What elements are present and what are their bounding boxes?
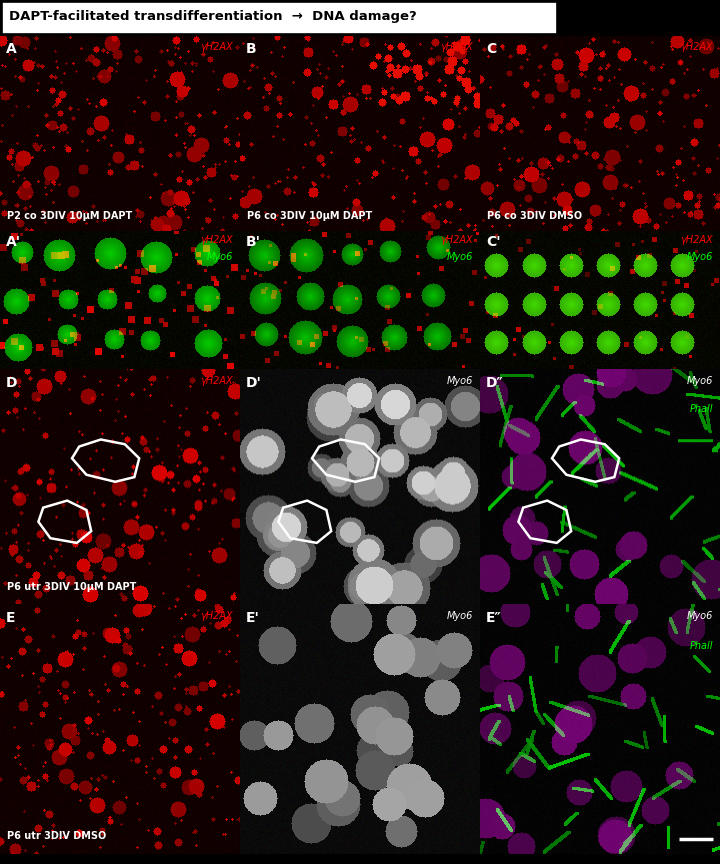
Text: P2 co 3DIV 10μM DAPT: P2 co 3DIV 10μM DAPT xyxy=(7,212,132,221)
Text: D: D xyxy=(6,376,17,390)
Text: Myo6: Myo6 xyxy=(446,251,473,262)
Text: B': B' xyxy=(246,235,261,249)
Text: C: C xyxy=(486,41,496,56)
Text: Myo6: Myo6 xyxy=(686,251,713,262)
Text: γH2AX: γH2AX xyxy=(680,41,713,52)
Text: A: A xyxy=(6,41,17,56)
Text: Myo6: Myo6 xyxy=(446,376,473,386)
Text: D': D' xyxy=(246,376,262,390)
Text: Phall: Phall xyxy=(689,404,713,414)
Text: P6 utr 3DIV DMSO: P6 utr 3DIV DMSO xyxy=(7,831,107,842)
Text: Myo6: Myo6 xyxy=(207,251,233,262)
FancyBboxPatch shape xyxy=(2,2,557,35)
Text: A': A' xyxy=(6,235,21,249)
Text: E: E xyxy=(6,612,16,626)
Text: γH2AX: γH2AX xyxy=(440,41,473,52)
Text: γH2AX: γH2AX xyxy=(680,235,713,245)
Text: Myo6: Myo6 xyxy=(686,612,713,621)
Text: E': E' xyxy=(246,612,260,626)
Text: DAPT-facilitated transdifferentiation  →  DNA damage?: DAPT-facilitated transdifferentiation → … xyxy=(9,10,416,22)
Text: C': C' xyxy=(486,235,500,249)
Text: P6 co 3DIV 10μM DAPT: P6 co 3DIV 10μM DAPT xyxy=(247,212,372,221)
Text: P6 utr 3DIV 10μM DAPT: P6 utr 3DIV 10μM DAPT xyxy=(7,582,137,592)
Text: γH2AX: γH2AX xyxy=(200,41,233,52)
Text: Phall: Phall xyxy=(689,641,713,651)
Text: γH2AX: γH2AX xyxy=(200,235,233,245)
Text: E″: E″ xyxy=(486,612,502,626)
Text: γH2AX: γH2AX xyxy=(200,612,233,621)
Text: P6 co 3DIV DMSO: P6 co 3DIV DMSO xyxy=(487,212,582,221)
Text: D″: D″ xyxy=(486,376,504,390)
Text: γH2AX: γH2AX xyxy=(440,235,473,245)
Text: γH2AX: γH2AX xyxy=(200,376,233,386)
Text: B: B xyxy=(246,41,256,56)
Text: Myo6: Myo6 xyxy=(446,612,473,621)
Text: Myo6: Myo6 xyxy=(686,376,713,386)
